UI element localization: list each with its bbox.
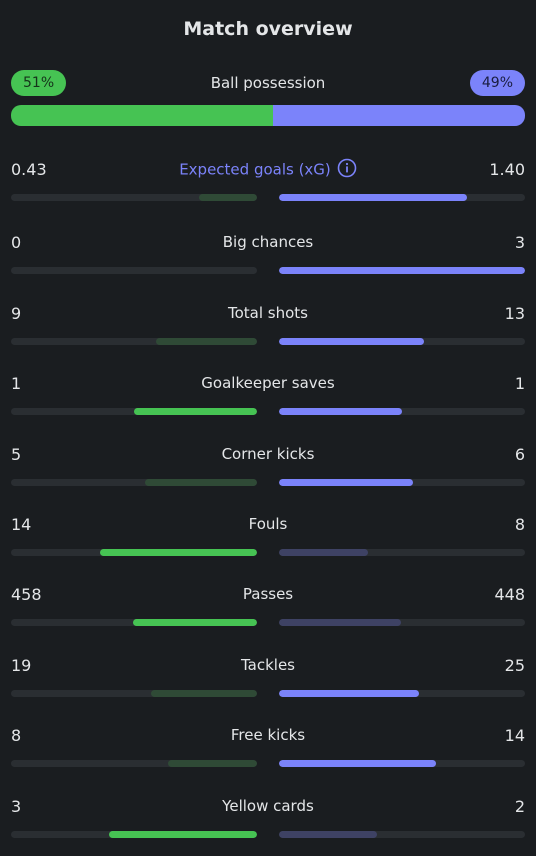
- stat-row: 0.43 Expected goals (xG) 1.40: [11, 158, 525, 208]
- away-stat-track: [279, 194, 525, 201]
- stat-row: 14 Fouls 8: [11, 515, 525, 563]
- away-stat-value: 14: [504, 726, 525, 745]
- home-stat-value: 8: [11, 726, 22, 745]
- home-stat-bar: [145, 479, 257, 486]
- home-stat-bar: [134, 408, 257, 415]
- away-stat-bar: [279, 690, 419, 697]
- home-stat-track: [11, 619, 257, 626]
- stat-row: 19 Tackles 25: [11, 656, 525, 704]
- home-stat-value: 3: [11, 797, 22, 816]
- home-stat-bar: [100, 549, 257, 556]
- home-stat-bar: [156, 338, 257, 345]
- stat-label: Passes: [242, 585, 294, 603]
- home-stat-track: [11, 760, 257, 767]
- stat-label-wrap: Total shots: [11, 304, 525, 322]
- stat-row: 0 Big chances 3: [11, 233, 525, 281]
- away-stat-value: 13: [504, 304, 525, 323]
- stat-label-wrap: Yellow cards: [11, 797, 525, 815]
- home-stat-value: 19: [11, 656, 32, 675]
- home-stat-track: [11, 690, 257, 697]
- stat-label: Total shots: [228, 304, 308, 322]
- stat-label: Free kicks: [230, 726, 306, 744]
- stat-label-wrap[interactable]: Expected goals (xG): [11, 158, 525, 180]
- stat-label-wrap: Tackles: [11, 656, 525, 674]
- away-stat-bar: [279, 831, 378, 838]
- away-stat-track: [279, 690, 525, 697]
- stat-label-wrap: Free kicks: [11, 726, 525, 744]
- home-stat-track: [11, 408, 257, 415]
- stat-label-wrap: Big chances: [11, 233, 525, 251]
- away-stat-track: [279, 760, 525, 767]
- away-stat-bar: [279, 619, 401, 626]
- stat-label: Expected goals (xG): [179, 160, 331, 179]
- away-stat-bar: [279, 479, 414, 486]
- home-stat-track: [11, 549, 257, 556]
- stat-row: 3 Yellow cards 2: [11, 797, 525, 845]
- home-possession-fill: [11, 105, 274, 126]
- away-stat-value: 8: [514, 515, 525, 534]
- away-stat-value: 25: [504, 656, 525, 675]
- away-stat-track: [279, 408, 525, 415]
- away-stat-value: 448: [494, 585, 525, 604]
- away-possession-badge: 49%: [469, 70, 525, 96]
- possession-header: 51% Ball possession 49%: [11, 70, 525, 98]
- stat-row: 9 Total shots 13: [11, 304, 525, 352]
- stat-label-wrap: Fouls: [11, 515, 525, 533]
- stat-row: 1 Goalkeeper saves 1: [11, 374, 525, 422]
- away-stat-bar: [279, 194, 468, 201]
- away-stat-track: [279, 338, 525, 345]
- away-stat-bar: [279, 760, 436, 767]
- stat-label: Corner kicks: [221, 445, 315, 463]
- home-stat-bar: [199, 194, 257, 201]
- away-possession-fill: [273, 105, 525, 126]
- home-stat-track: [11, 194, 257, 201]
- away-stat-bar: [279, 338, 425, 345]
- away-stat-track: [279, 831, 525, 838]
- page-title: Match overview: [183, 18, 353, 40]
- home-stat-track: [11, 479, 257, 486]
- away-stat-value: 1.40: [489, 160, 525, 179]
- home-stat-value: 5: [11, 445, 22, 464]
- away-stat-track: [279, 479, 525, 486]
- stat-label-wrap: Passes: [11, 585, 525, 603]
- home-stat-bar: [150, 690, 257, 697]
- stat-label-wrap: Corner kicks: [11, 445, 525, 463]
- stat-label: Yellow cards: [222, 797, 314, 815]
- home-stat-bar: [167, 760, 257, 767]
- away-stat-track: [279, 267, 525, 274]
- info-circle-icon[interactable]: [337, 158, 357, 178]
- away-stat-value: 6: [514, 445, 525, 464]
- home-stat-bar: [109, 831, 257, 838]
- home-stat-value: 9: [11, 304, 22, 323]
- stat-label: Fouls: [248, 515, 288, 533]
- away-stat-value: 2: [514, 797, 525, 816]
- home-stat-value: 0.43: [11, 160, 47, 179]
- away-stat-bar: [279, 549, 369, 556]
- home-stat-track: [11, 267, 257, 274]
- away-stat-track: [279, 549, 525, 556]
- stat-row: 5 Corner kicks 6: [11, 445, 525, 493]
- home-stat-bar: [132, 619, 257, 626]
- away-stat-bar: [279, 267, 525, 274]
- possession-bar: [11, 105, 525, 126]
- away-stat-value: 1: [514, 374, 525, 393]
- home-stat-track: [11, 831, 257, 838]
- stat-row: 458 Passes 448: [11, 585, 525, 633]
- stat-label: Big chances: [222, 233, 314, 251]
- home-stat-value: 0: [11, 233, 22, 252]
- stat-label: Tackles: [240, 656, 296, 674]
- home-stat-value: 14: [11, 515, 32, 534]
- away-stat-bar: [279, 408, 402, 415]
- home-possession-badge: 51%: [11, 70, 67, 96]
- away-stat-track: [279, 619, 525, 626]
- possession-label: Ball possession: [210, 74, 326, 92]
- stat-label-wrap: Goalkeeper saves: [11, 374, 525, 392]
- stat-label: Goalkeeper saves: [201, 374, 335, 392]
- home-stat-value: 1: [11, 374, 22, 393]
- home-stat-track: [11, 338, 257, 345]
- away-stat-value: 3: [514, 233, 525, 252]
- home-stat-value: 458: [11, 585, 42, 604]
- stat-row: 8 Free kicks 14: [11, 726, 525, 774]
